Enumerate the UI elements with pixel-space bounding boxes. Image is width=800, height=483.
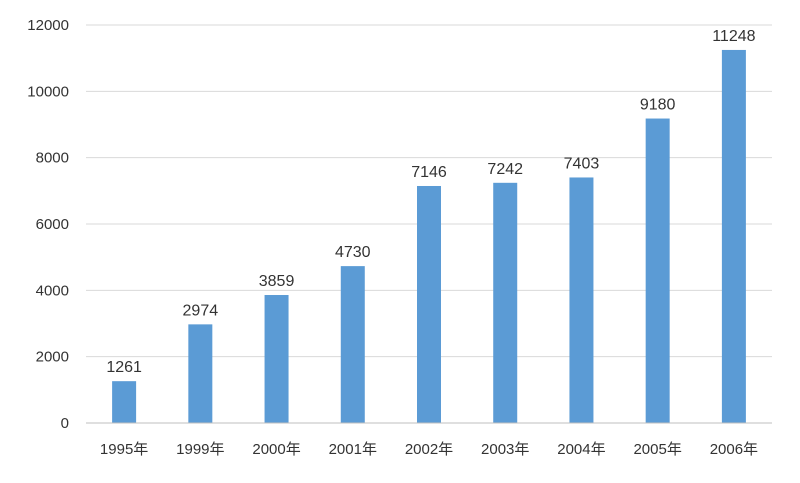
data-label-2001年: 4730 [335,244,371,261]
bar-1995年 [112,381,137,423]
data-label-2004年: 7403 [564,155,600,172]
data-label-2003年: 7242 [487,161,523,178]
x-tick-label-4: 2002年 [405,441,453,458]
bar-1999年 [188,324,213,423]
data-label-2006年: 11248 [712,28,755,45]
y-tick-label-6000: 6000 [36,216,69,233]
data-label-2005年: 9180 [640,97,676,114]
data-label-1995年: 1261 [106,359,142,376]
bar-2005年 [645,118,670,423]
bar-2003年 [493,182,518,423]
bars [112,49,746,423]
bar-2001年 [340,266,365,423]
y-tick-label-4000: 4000 [36,282,69,299]
x-tick-label-2: 2000年 [252,441,300,458]
bar-2006年 [721,49,746,423]
x-tick-label-6: 2004年 [557,441,605,458]
x-tick-label-1: 1999年 [176,441,224,458]
x-tick-label-8: 2006年 [710,441,758,458]
x-tick-label-3: 2001年 [329,441,377,458]
bar-2000年 [264,295,289,423]
labels: 0 2000 4000 6000 8000 10000 12000 1261 1995年 2974… [27,17,758,458]
data-label-2002年: 7146 [411,164,447,181]
x-tick-label-5: 2003年 [481,441,529,458]
bar-2004年 [569,177,594,423]
y-tick-label-10000: 10000 [27,83,69,100]
data-label-1999年: 2974 [183,302,219,319]
y-tick-label-0: 0 [61,415,69,432]
x-tick-label-0: 1995年 [100,441,148,458]
x-tick-label-7: 2005年 [633,441,681,458]
data-label-2000年: 3859 [259,273,295,290]
bar-2002年 [417,185,441,423]
y-tick-label-8000: 8000 [36,150,69,167]
y-tick-label-2000: 2000 [36,349,69,366]
y-tick-label-12000: 12000 [27,17,69,34]
